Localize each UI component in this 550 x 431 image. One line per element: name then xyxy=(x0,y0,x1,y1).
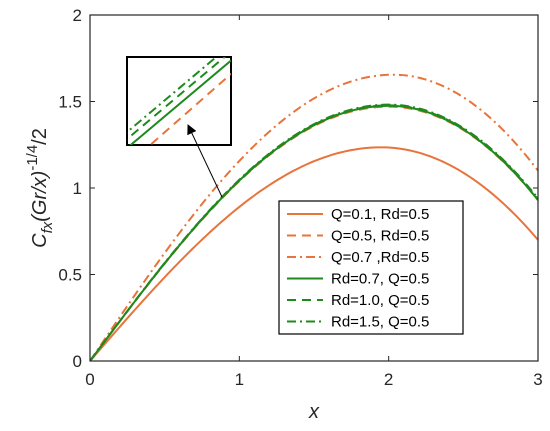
inset-lines xyxy=(127,57,231,145)
legend-label: Rd=0.7, Q=0.5 xyxy=(331,271,429,288)
legend-box xyxy=(278,200,464,335)
series-line-1 xyxy=(90,146,538,361)
x-tick-label: 2 xyxy=(384,370,393,389)
y-label-mid: (Gr/x) xyxy=(29,171,51,222)
y-label-sup: -1/4 xyxy=(24,145,41,171)
series-line-6 xyxy=(90,103,538,361)
x-tick-label: 3 xyxy=(533,370,542,389)
y-label-base: C xyxy=(29,233,51,248)
y-label-tail: /2 xyxy=(29,128,51,145)
legend-label: Q=0.1, Rd=0.5 xyxy=(331,206,429,223)
legend-label: Q=0.7 ,Rd=0.5 xyxy=(331,249,429,266)
inset-line-3 xyxy=(129,59,231,145)
inset-frame xyxy=(126,56,232,146)
y-axis-label: Cfx(Gr/x)-1/4/2 xyxy=(24,128,56,248)
x-tick-label: 0 xyxy=(85,370,94,389)
series-layer xyxy=(90,73,538,361)
inset-line-1 xyxy=(127,57,218,134)
inset-line-4 xyxy=(148,72,231,145)
axes-layer: 0 1 2 3 0 0.5 1 1.5 2 xyxy=(58,6,542,389)
legend-label: Rd=1.5, Q=0.5 xyxy=(331,314,429,331)
y-tick-label: 0.5 xyxy=(58,266,82,285)
legend-label: Rd=1.0, Q=0.5 xyxy=(331,292,429,309)
series-line-5 xyxy=(90,104,538,361)
x-axis-label: x xyxy=(308,401,320,423)
y-tick-label: 2 xyxy=(73,6,82,25)
inset-zoom xyxy=(126,56,232,198)
series-line-3 xyxy=(90,73,538,361)
inset-line-2 xyxy=(127,57,227,141)
y-tick-label: 1 xyxy=(73,179,82,198)
zoom-arrow xyxy=(187,124,223,198)
y-label-sub: fx xyxy=(39,221,56,233)
legend-label: Q=0.5, Rd=0.5 xyxy=(331,228,429,245)
y-tick-label: 0 xyxy=(73,352,82,371)
x-tick-label: 1 xyxy=(235,370,244,389)
legend: Q=0.1, Rd=0.5 Q=0.5, Rd=0.5 Q=0.7 ,Rd=0.5 R… xyxy=(278,200,464,335)
y-tick-label: 1.5 xyxy=(58,93,82,112)
